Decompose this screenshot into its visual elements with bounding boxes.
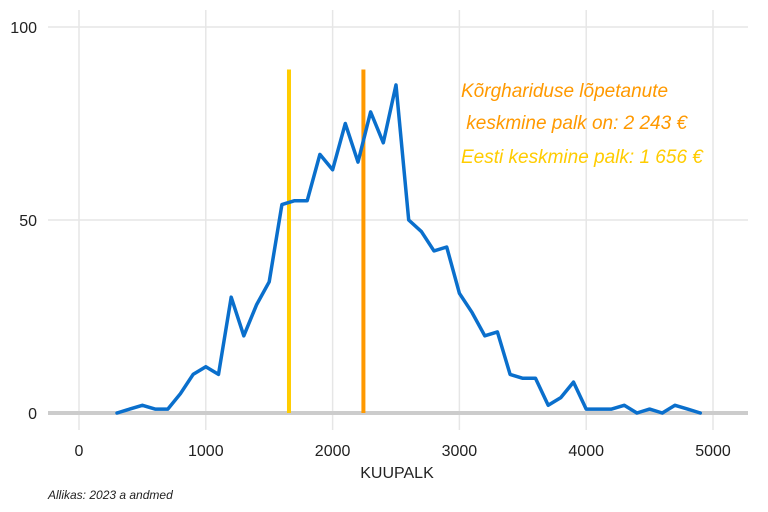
y-tick-labels: 0 50 100 (10, 20, 37, 423)
reference-lines (286, 69, 366, 413)
x-tick-label: 1000 (188, 443, 224, 460)
x-tick-label: 4000 (568, 443, 604, 460)
x-tick-label: 3000 (442, 443, 478, 460)
annotation-0: Kõrghariduse lõpetanute keskmine palk on… (461, 81, 688, 134)
x-tick-label: 2000 (315, 443, 351, 460)
grid-lines (48, 10, 748, 430)
series-line-0 (115, 83, 703, 415)
annotation-line: Kõrghariduse lõpetanute (461, 81, 668, 102)
annotation-line: Eesti keskmine palk: 1 656 € (461, 147, 704, 168)
y-tick-label: 100 (10, 20, 37, 37)
x-tick-label: 0 (75, 443, 84, 460)
annotation-line: keskmine palk on: 2 243 € (461, 113, 688, 134)
annotation-1: Eesti keskmine palk: 1 656 € (461, 147, 704, 168)
series-layer (115, 83, 703, 415)
x-tick-label: 5000 (695, 443, 731, 460)
source-note: Allikas: 2023 a andmed (47, 488, 173, 502)
y-tick-label: 0 (28, 406, 37, 423)
x-tick-labels: 0 1000 2000 3000 4000 5000 (75, 443, 731, 460)
y-tick-label: 50 (19, 213, 37, 230)
annotations: Kõrghariduse lõpetanute keskmine palk on… (461, 81, 704, 168)
zero-baseline (48, 411, 748, 415)
x-axis-title: KUUPALK (360, 465, 434, 482)
